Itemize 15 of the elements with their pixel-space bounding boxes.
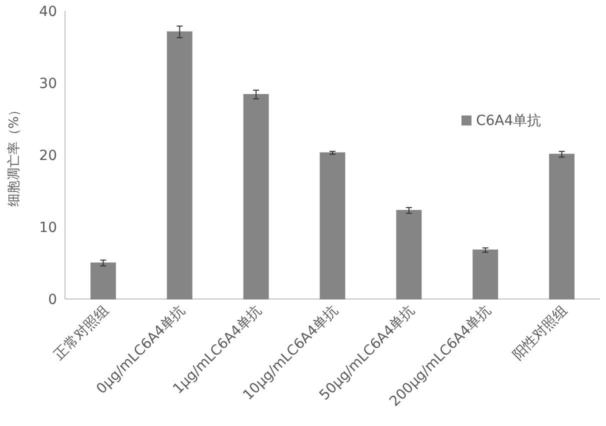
y-tick-label: 10 — [39, 220, 57, 236]
y-axis-title: 细胞凋亡率（%） — [6, 103, 22, 207]
x-tick-label: 阳性对照组 — [510, 302, 571, 364]
bar — [549, 154, 575, 300]
bar — [243, 94, 269, 300]
bar — [472, 250, 498, 300]
bar — [166, 31, 192, 300]
bar — [90, 262, 116, 300]
legend-label: C6A4单抗 — [476, 113, 542, 129]
bar — [320, 152, 346, 300]
y-tick-label: 0 — [48, 292, 57, 308]
y-tick-label: 20 — [39, 148, 57, 164]
bar — [396, 210, 422, 300]
y-tick-label: 30 — [39, 76, 57, 92]
y-tick-label: 40 — [39, 4, 57, 20]
